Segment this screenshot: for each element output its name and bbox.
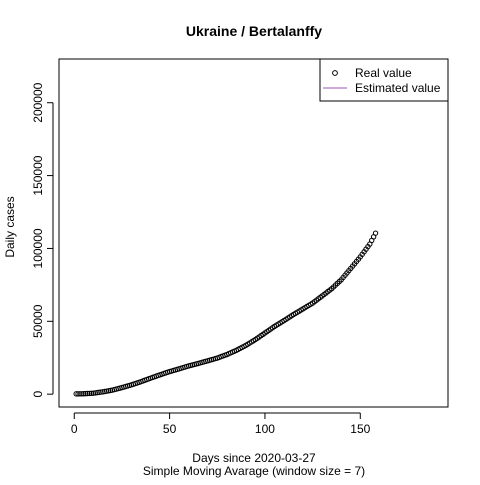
data-point (84, 390, 91, 397)
data-point (75, 391, 81, 397)
legend-marker-real (332, 70, 338, 76)
data-point (88, 390, 95, 396)
x-tick-label: 50 (163, 422, 177, 436)
chart-title: Ukraine / Bertalanffy (186, 23, 322, 39)
y-tick-label: 150000 (31, 155, 45, 195)
data-point (96, 389, 102, 396)
data-point (372, 230, 379, 236)
data-points (73, 230, 379, 397)
data-point (92, 390, 98, 396)
legend-box (319, 58, 449, 102)
legend-label: Estimated value (355, 81, 441, 95)
data-point (77, 391, 83, 397)
x-tick-label: 0 (71, 422, 78, 436)
data-point (90, 390, 97, 396)
data-point (86, 390, 93, 397)
x-tick-label: 100 (255, 422, 275, 436)
axes: 0 50 100 150 0 50000 100000 150000 200000 (31, 82, 371, 436)
data-point (81, 391, 87, 397)
y-axis-label: Daily cases (3, 196, 17, 257)
y-tick-label: 200000 (31, 82, 45, 122)
x-axis-label: Days since 2020-03-27 (192, 451, 316, 465)
y-tick-label: 100000 (31, 228, 45, 268)
chart-subtitle: Simple Moving Avarage (window size = 7) (143, 464, 365, 478)
y-tick-label: 50000 (31, 304, 45, 338)
data-point (79, 391, 85, 397)
data-point (94, 389, 100, 396)
data-point (73, 391, 79, 397)
x-tick-label: 150 (350, 422, 370, 436)
y-tick-label: 0 (31, 391, 45, 398)
legend-label: Real value (355, 66, 412, 80)
data-point (98, 389, 104, 395)
plot-frame (58, 58, 449, 408)
data-point (82, 390, 89, 397)
